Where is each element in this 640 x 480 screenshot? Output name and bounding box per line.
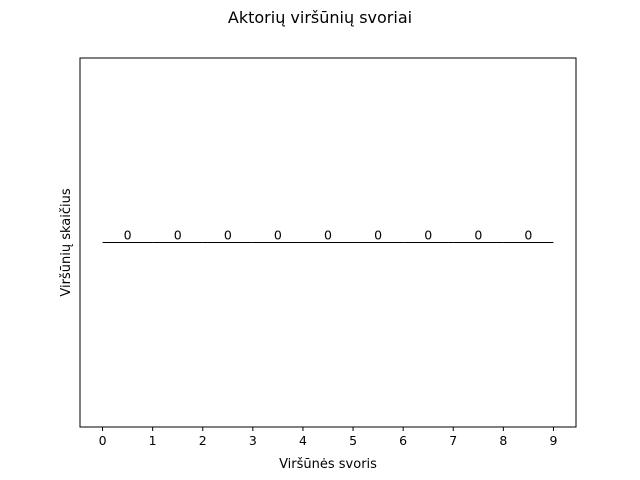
x-tick-label: 4 [299, 433, 307, 448]
bar-data-label: 0 [174, 228, 182, 243]
bar-data-label: 0 [124, 228, 132, 243]
bar-data-label: 0 [524, 228, 532, 243]
x-tick-label: 7 [449, 433, 457, 448]
bar-data-label: 0 [424, 228, 432, 243]
x-axis-ticks: 0 1 2 3 4 5 6 7 8 9 [99, 427, 557, 448]
bar-data-label: 0 [324, 228, 332, 243]
bar-data-label: 0 [224, 228, 232, 243]
bar-data-label: 0 [274, 228, 282, 243]
x-tick-label: 6 [399, 433, 407, 448]
x-tick-label: 8 [499, 433, 507, 448]
x-tick-label: 2 [199, 433, 207, 448]
x-tick-label: 1 [149, 433, 157, 448]
x-axis-label: Viršūnės svoris [279, 457, 377, 472]
x-tick-label: 0 [99, 433, 107, 448]
bar-group: 0 0 0 0 0 0 0 0 0 [102, 228, 554, 243]
x-tick-label: 3 [249, 433, 257, 448]
chart-title: Aktorių viršūnių svoriai [228, 8, 412, 27]
bar-data-label: 0 [474, 228, 482, 243]
bar-data-label: 0 [374, 228, 382, 243]
x-tick-label: 5 [349, 433, 357, 448]
x-tick-label: 9 [549, 433, 557, 448]
y-axis-label: Viršūnių skaičius [59, 188, 74, 296]
